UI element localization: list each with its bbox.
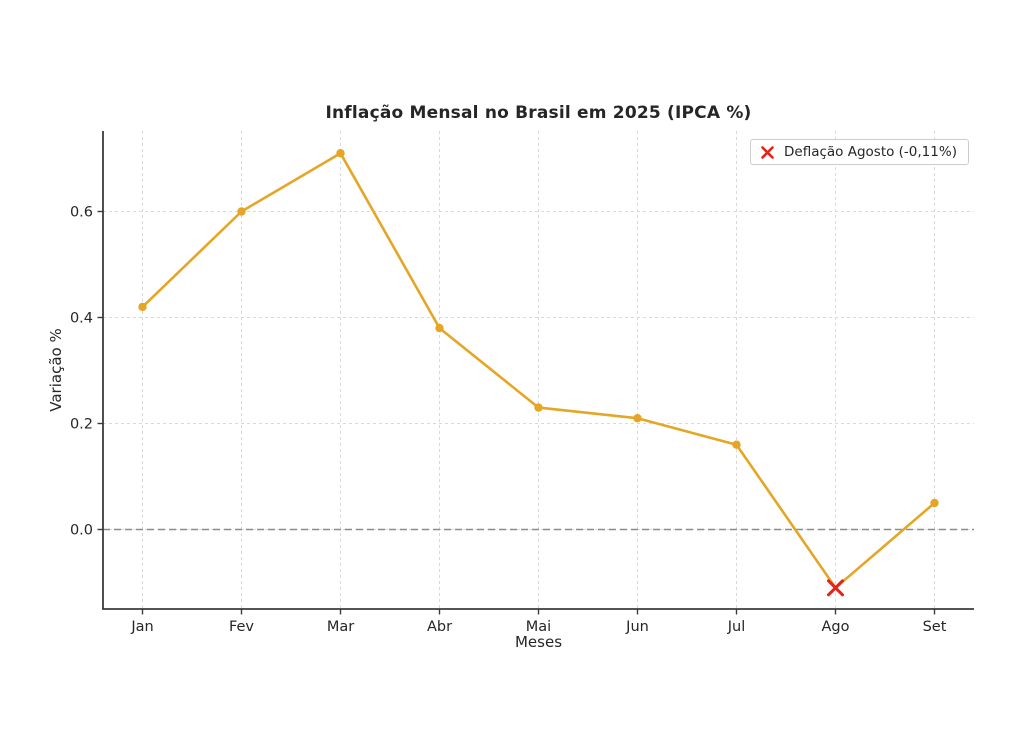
legend-label: Deflação Agosto (-0,11%) bbox=[784, 144, 957, 160]
x-axis-label: Meses bbox=[514, 633, 563, 651]
data-point-marker bbox=[633, 414, 642, 423]
data-point-marker bbox=[138, 302, 147, 312]
red-x-marker-icon bbox=[761, 145, 774, 159]
data-point-marker bbox=[435, 323, 444, 333]
data-point-marker bbox=[732, 440, 741, 449]
legend: Deflação Agosto (-0,11%) bbox=[750, 139, 969, 165]
x-tick-label: Mar bbox=[327, 619, 354, 635]
x-tick-label: Jun bbox=[625, 619, 649, 635]
y-tick-label: 0.2 bbox=[70, 417, 93, 433]
x-tick-label: Ago bbox=[822, 619, 850, 635]
data-point-marker bbox=[930, 498, 939, 508]
deflation-x-marker bbox=[827, 579, 844, 597]
y-axis-label: Variação % bbox=[47, 328, 65, 412]
chart-title: Inflação Mensal no Brasil em 2025 (IPCA … bbox=[325, 103, 752, 123]
x-tick-label: Fev bbox=[229, 619, 254, 635]
data-point-marker bbox=[237, 207, 246, 216]
y-tick-label: 0.4 bbox=[70, 311, 93, 327]
x-tick-label: Abr bbox=[427, 619, 452, 635]
data-point-marker bbox=[336, 149, 345, 158]
x-tick-label: Jan bbox=[130, 619, 153, 635]
y-tick-label: 0.6 bbox=[70, 205, 93, 221]
x-tick-label: Mai bbox=[526, 619, 551, 635]
y-tick-label: 0.0 bbox=[70, 523, 93, 539]
x-tick-label: Jul bbox=[727, 619, 746, 635]
x-tick-label: Set bbox=[923, 619, 947, 635]
data-point-marker bbox=[534, 403, 543, 412]
